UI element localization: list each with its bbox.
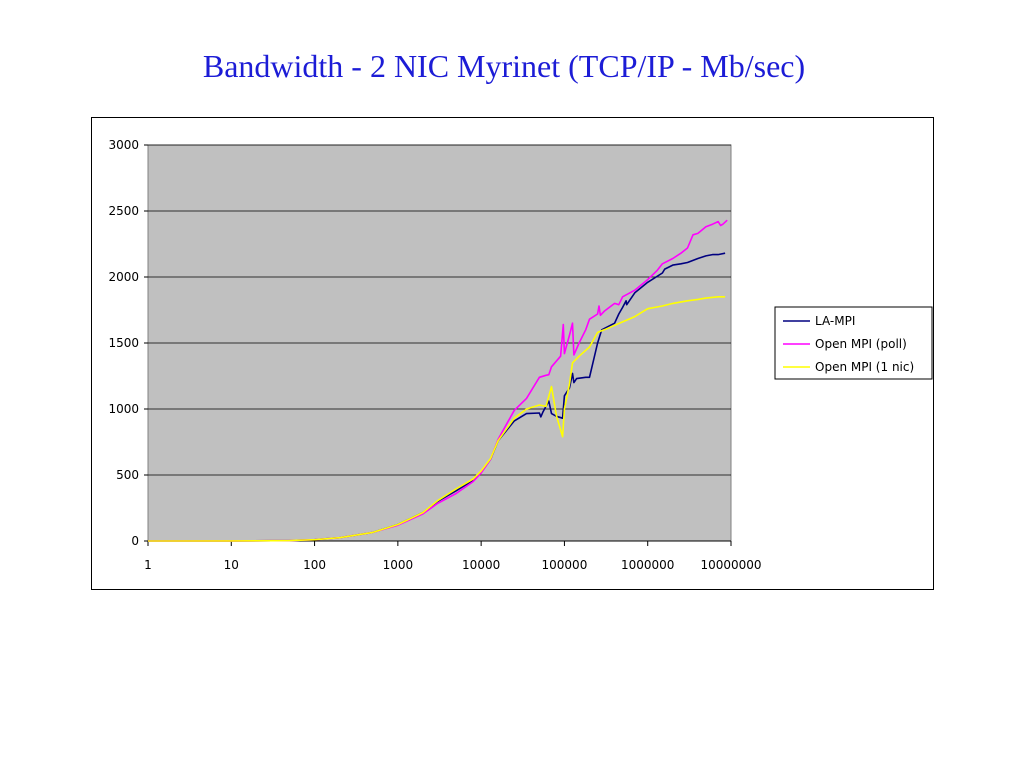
x-tick-label: 100	[303, 558, 326, 572]
y-tick-label: 3000	[108, 138, 139, 152]
legend-label-3: Open MPI (1 nic)	[815, 360, 914, 374]
x-tick-label: 100000	[542, 558, 588, 572]
y-tick-label: 0	[131, 534, 139, 548]
x-tick-label: 10	[224, 558, 239, 572]
y-tick-label: 500	[116, 468, 139, 482]
y-tick-label: 1500	[108, 336, 139, 350]
series-line-3	[147, 296, 726, 542]
x-tick-label: 10000000	[700, 558, 761, 572]
y-tick-label: 1000	[108, 402, 139, 416]
plot-area: 0 500 1000 1500 2000 2500 3000 1 10 100 1000 10000 1…	[108, 138, 761, 572]
legend: LA-MPI Open MPI (poll) Open MPI (1 nic)	[774, 306, 933, 380]
y-tick-label: 2000	[108, 270, 139, 284]
x-tick-label: 10000	[462, 558, 500, 572]
legend-label-1: LA-MPI	[815, 314, 855, 328]
series-line-2	[147, 219, 728, 542]
y-tick-label: 2500	[108, 204, 139, 218]
x-tick-label: 1000	[383, 558, 414, 572]
chart-frame: 0 500 1000 1500 2000 2500 3000 1 10 100 1000 10000 1…	[91, 117, 934, 590]
bandwidth-chart: 0 500 1000 1500 2000 2500 3000 1 10 100 1000 10000 1…	[108, 138, 933, 572]
slide-title: Bandwidth - 2 NIC Myrinet (TCP/IP - Mb/s…	[202, 48, 806, 84]
x-tick-label: 1	[144, 558, 152, 572]
legend-label-2: Open MPI (poll)	[815, 337, 907, 351]
x-tick-label: 1000000	[621, 558, 674, 572]
